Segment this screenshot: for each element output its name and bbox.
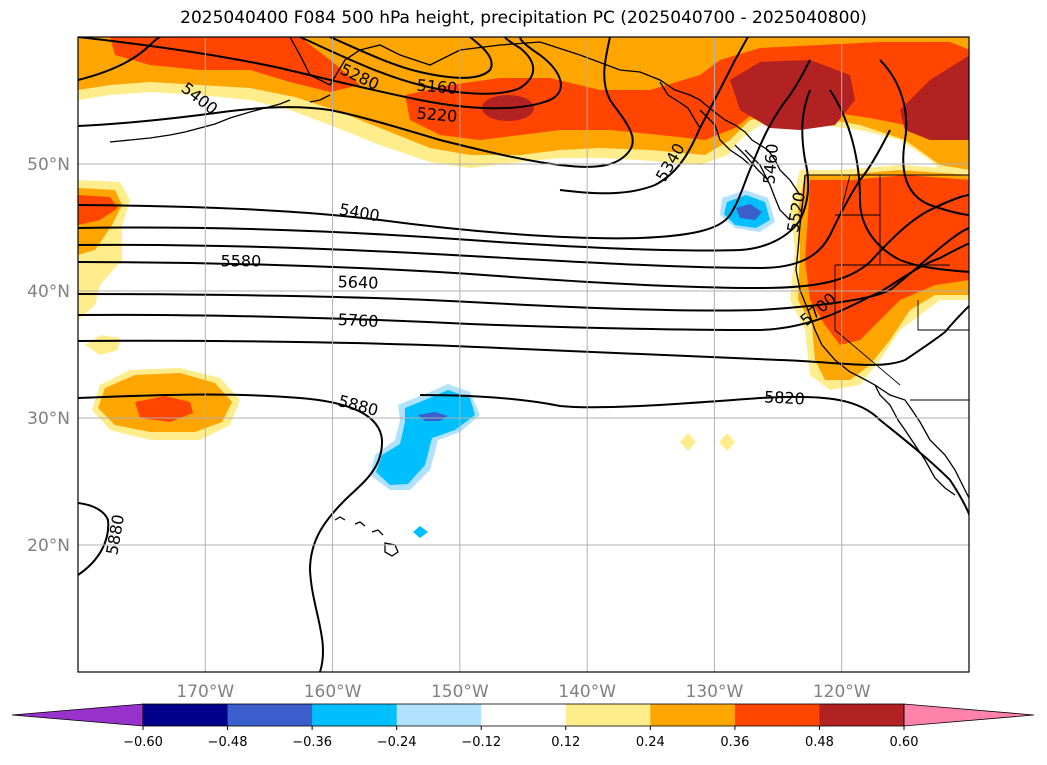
precip-westcoast-red xyxy=(805,175,969,345)
colorbar-tick-label: −0.48 xyxy=(208,735,248,750)
contour-5520 xyxy=(78,129,891,270)
contour-label: 5820 xyxy=(764,387,806,408)
contour-label: 5460 xyxy=(759,143,781,185)
contour-northeast-2 xyxy=(879,59,969,216)
precip-core-dark-red-2 xyxy=(730,60,855,130)
colorbar: −0.60 −0.48 −0.36 −0.24 −0.12 0.12 0.24 0.36 0.4… xyxy=(11,703,1035,750)
contour-5400-upper-west xyxy=(78,37,161,81)
colorbar-tick-label: 0.12 xyxy=(551,735,580,750)
colorbar-outline xyxy=(142,703,905,727)
precip-core-dark-red-3 xyxy=(900,55,969,140)
colorbar-segment xyxy=(227,704,313,726)
lat-tick-label: 40°N xyxy=(27,282,70,302)
lon-tick-label: 150°W xyxy=(431,682,489,702)
colorbar-tick-label: −0.36 xyxy=(292,735,332,750)
contour-5340 xyxy=(559,37,749,195)
contour-5460 xyxy=(78,89,811,252)
precip-band-north-red-2 xyxy=(405,42,969,140)
precip-negative-shading xyxy=(370,190,775,538)
height-contours xyxy=(78,37,969,672)
contour-5220 xyxy=(299,37,535,95)
contour-5700 xyxy=(78,242,969,332)
lon-tick-label: 160°W xyxy=(304,682,362,702)
colorbar-extend-low xyxy=(11,703,144,727)
lon-tick-label: 120°W xyxy=(813,682,871,702)
colorbar-segment xyxy=(650,704,736,726)
lon-tick-label: 140°W xyxy=(558,682,616,702)
precip-neg-offshore-core xyxy=(736,204,762,220)
precip-speck-1 xyxy=(680,433,696,451)
map-frame xyxy=(77,36,970,673)
colorbar-tick-label: 0.36 xyxy=(720,735,749,750)
contour-5580 xyxy=(78,194,969,290)
colorbar-extend-high xyxy=(903,703,1035,727)
colorbar-tick-label: −0.60 xyxy=(123,735,163,750)
contour-label: 5160 xyxy=(416,76,458,98)
contour-label: 5640 xyxy=(337,272,378,292)
colorbar-tick-label: 0.48 xyxy=(805,735,834,750)
colorbar-tick-label: −0.12 xyxy=(461,735,501,750)
colorbar-segment xyxy=(143,704,229,726)
contour-5580-northeast xyxy=(829,89,969,273)
precip-west-edge-red xyxy=(78,195,118,225)
precip-neg-hawaii-core xyxy=(418,412,448,421)
precip-subtropical-red xyxy=(135,396,193,422)
precip-neg-small xyxy=(413,526,428,538)
colorbar-segment xyxy=(396,704,482,726)
contour-5880-west xyxy=(78,393,384,672)
contour-5280 xyxy=(78,37,562,110)
precip-neg-hawaii-mid xyxy=(376,390,475,485)
lon-tick-label: 170°W xyxy=(176,682,234,702)
colorbar-segment xyxy=(819,704,905,726)
colorbar-segment xyxy=(734,704,820,726)
colorbar-tick-label: 0.60 xyxy=(890,735,919,750)
contour-label: 5760 xyxy=(337,310,379,331)
lat-tick-label: 20°N xyxy=(27,536,70,556)
colorbar-tick-label: 0.24 xyxy=(636,735,665,750)
colorbar-segment xyxy=(565,704,651,726)
contour-5400-mid xyxy=(78,59,811,240)
colorbar-tick-label: −0.24 xyxy=(377,735,417,750)
axis-labels: 20°N 30°N 40°N 50°N 170°W 160°W 150°W 140°W 130°… xyxy=(27,155,871,702)
precip-speck-2 xyxy=(719,433,735,451)
lon-tick-label: 130°W xyxy=(686,682,744,702)
lat-tick-label: 30°N xyxy=(27,409,70,429)
contour-label: 5580 xyxy=(221,251,262,270)
contour-5640 xyxy=(78,227,969,312)
grid-lines xyxy=(78,37,969,672)
contour-5760 xyxy=(78,304,969,366)
contour-5160 xyxy=(329,37,493,79)
colorbar-segment xyxy=(312,704,398,726)
colorbar-segment xyxy=(481,704,567,726)
contour-label: 5220 xyxy=(416,104,458,126)
figure-title: 2025040400 F084 500 hPa height, precipit… xyxy=(180,8,867,28)
contour-5820 xyxy=(419,394,969,518)
contour-5880-edge xyxy=(78,502,110,576)
lat-tick-label: 50°N xyxy=(27,155,70,175)
